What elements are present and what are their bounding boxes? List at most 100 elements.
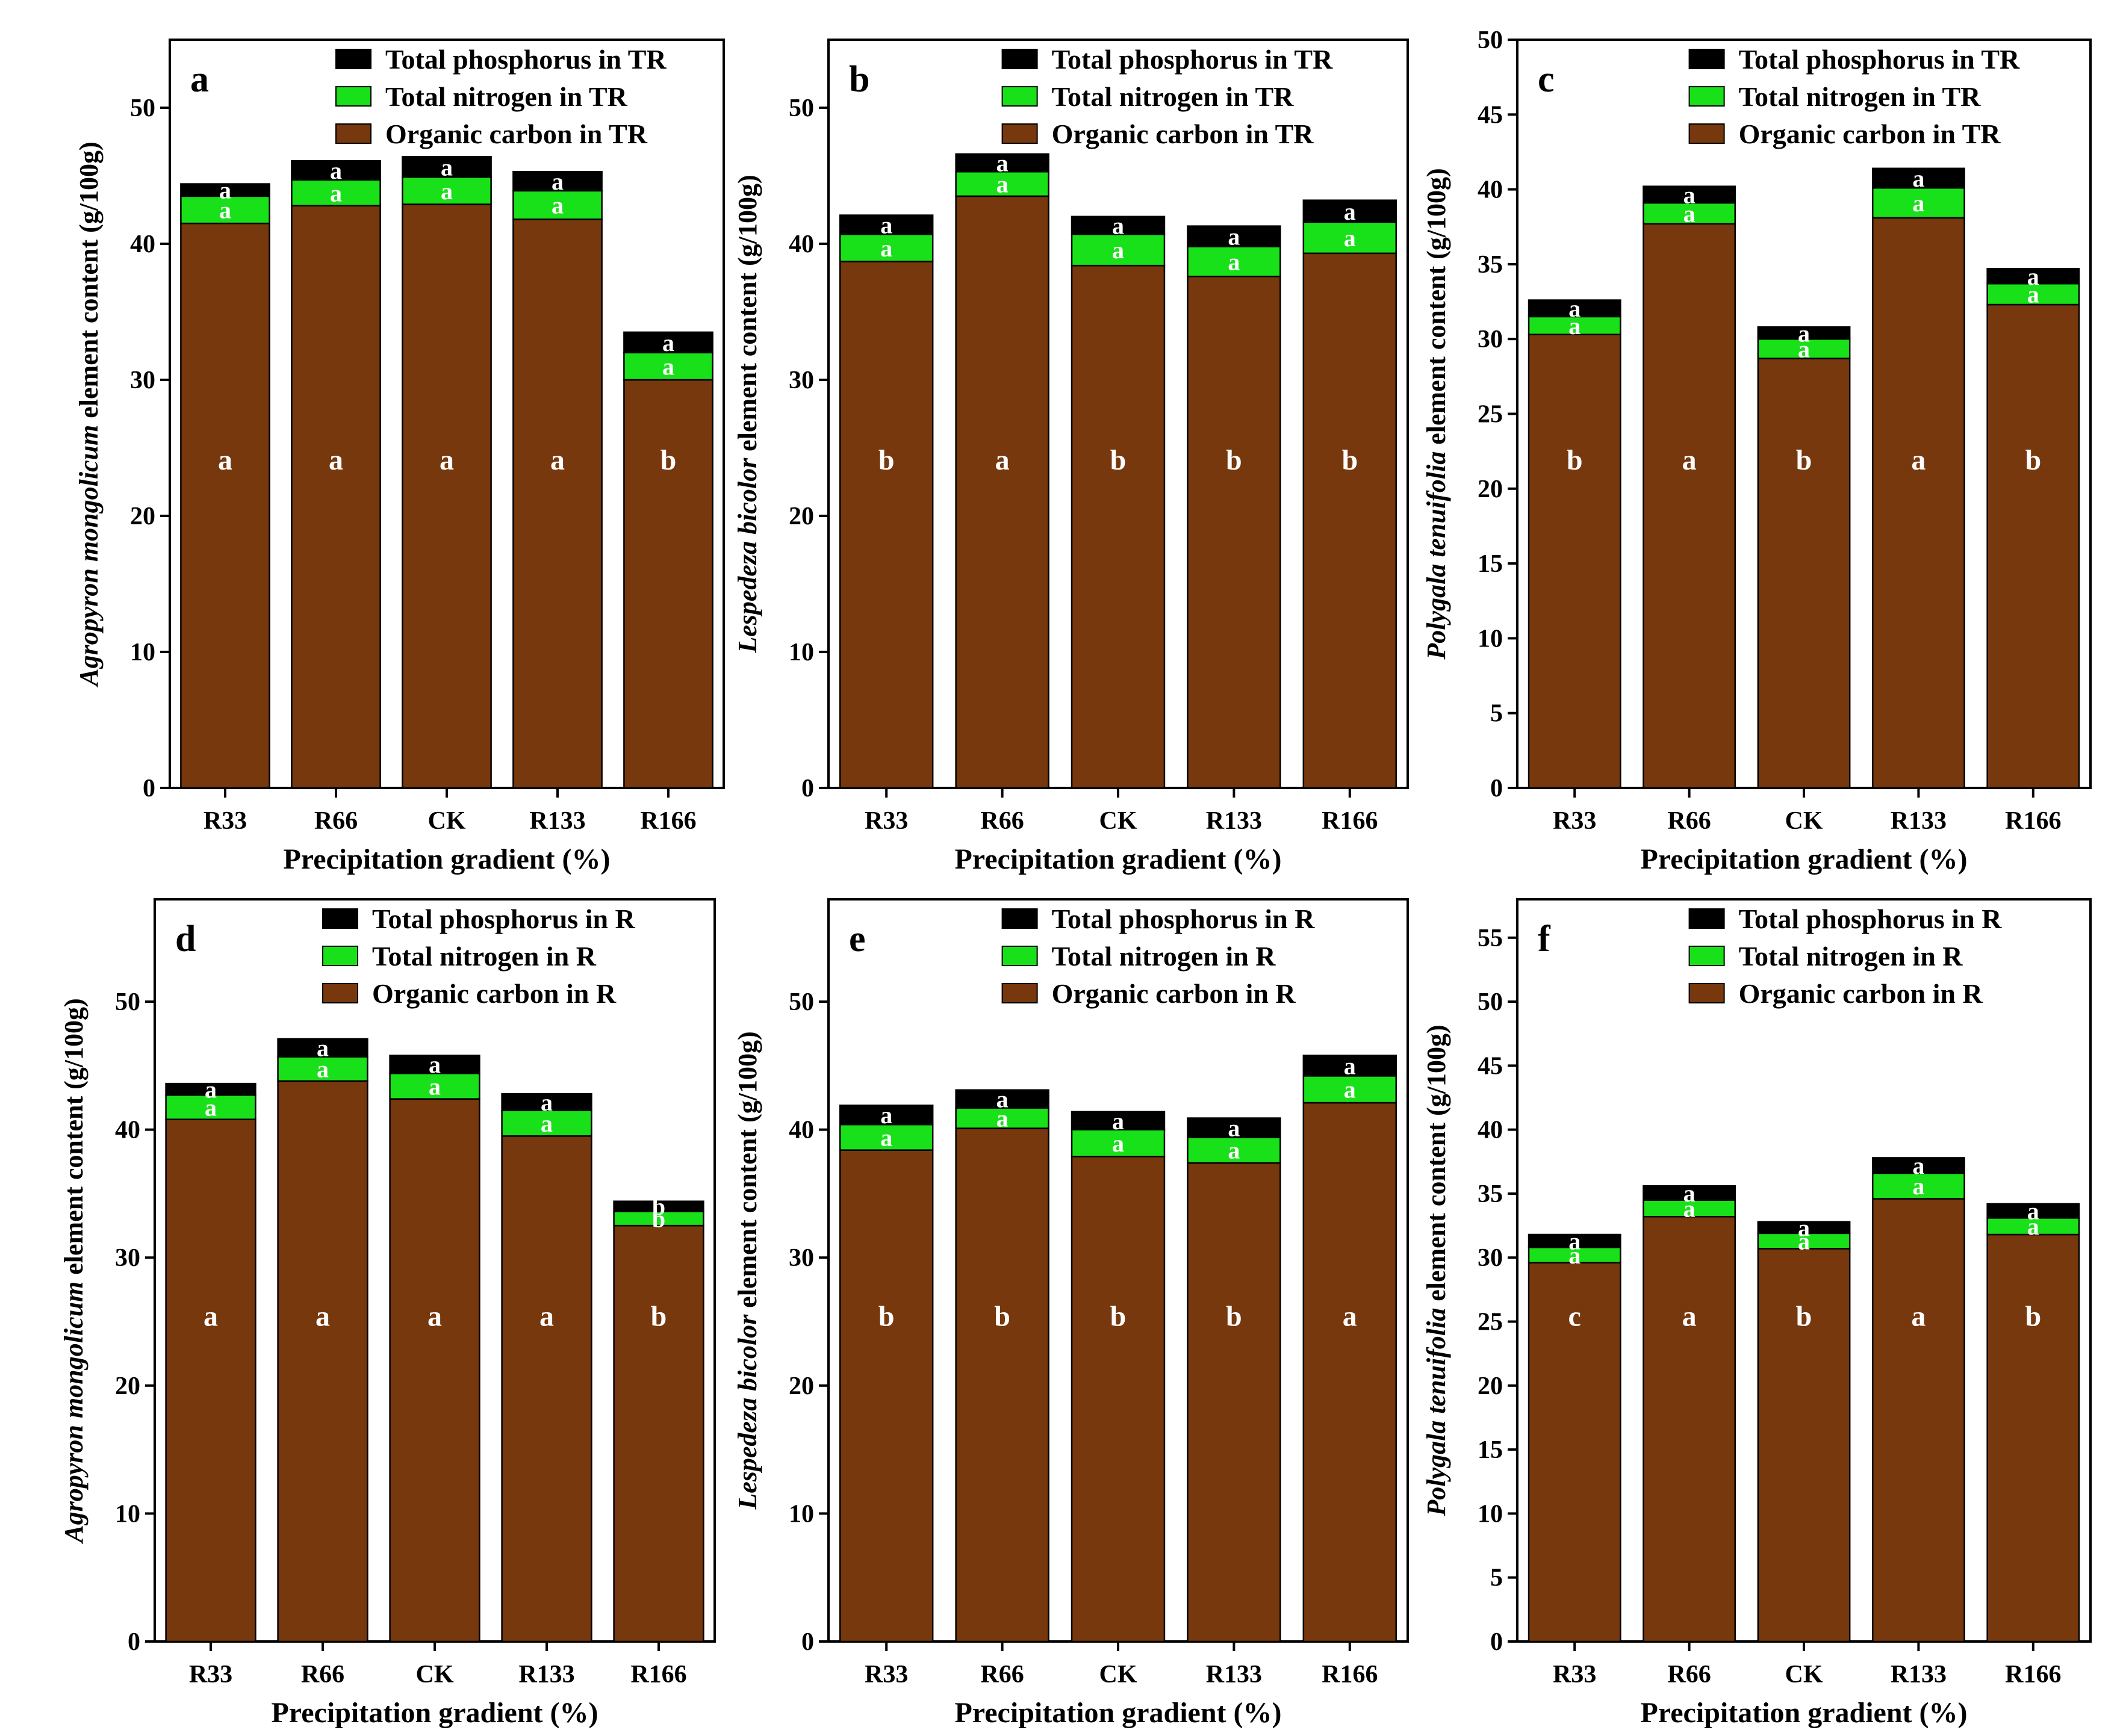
bar-organic-carbon — [839, 261, 934, 789]
legend-label: Total nitrogen in TR — [385, 81, 628, 112]
bar-total-nitrogen — [402, 176, 492, 205]
significance-letter: b — [878, 444, 895, 476]
legend-swatch-total-phosphorus — [335, 49, 371, 69]
significance-letter: a — [550, 444, 565, 476]
bar-total-phosphorus — [1528, 1233, 1621, 1248]
significance-letter: a — [1228, 248, 1240, 275]
y-tick-label: 40 — [789, 1117, 814, 1144]
panel-letter: d — [175, 919, 196, 959]
legend-swatch-organic-carbon — [1688, 123, 1725, 144]
bar-total-phosphorus — [839, 214, 934, 235]
bar-organic-carbon — [1986, 303, 2080, 789]
significance-letter: a — [1911, 444, 1926, 476]
bar-total-nitrogen — [1986, 282, 2080, 306]
bar-organic-carbon — [1757, 1248, 1851, 1643]
legend-label: Organic carbon in TR — [1739, 119, 2001, 149]
legend-swatch-total-nitrogen — [1001, 86, 1038, 107]
y-tick-label: 40 — [1478, 1117, 1503, 1144]
y-tick-label: 20 — [789, 1372, 814, 1400]
x-tick-label: R166 — [630, 1661, 686, 1688]
bar-total-nitrogen — [1187, 246, 1281, 277]
bar-total-nitrogen — [1757, 338, 1851, 359]
legend-label: Total phosphorus in R — [372, 904, 636, 934]
y-tick-label: 45 — [1478, 1052, 1503, 1080]
y-tick-label: 20 — [130, 503, 155, 530]
significance-letter: a — [552, 192, 564, 219]
y-tick-label: 50 — [115, 988, 140, 1016]
chart-panel-c: 05101520253035404550baaR33aaaR66baaCKaaa… — [1422, 26, 2092, 875]
chart-panel-d: 01020304050aaaR33aaaR66aaaCKaaaR133bbbR1… — [59, 898, 716, 1729]
y-axis-label: Lespedeza bicolor element content (g/100… — [733, 1031, 762, 1510]
bar-total-nitrogen — [955, 170, 1049, 197]
legend-label: Organic carbon in R — [1052, 978, 1296, 1009]
significance-letter: a — [1112, 212, 1124, 239]
significance-letter: a — [218, 444, 232, 476]
x-axis-label: Precipitation gradient (%) — [1640, 843, 1967, 875]
significance-letter: a — [996, 1086, 1009, 1113]
significance-letter: a — [1228, 1137, 1240, 1164]
significance-letter: c — [1568, 1300, 1581, 1332]
y-tick-label: 10 — [1478, 625, 1503, 653]
significance-letter: a — [1683, 1180, 1696, 1207]
x-tick-label: R33 — [865, 1661, 908, 1688]
legend-swatch-total-phosphorus — [1688, 908, 1725, 929]
significance-letter: b — [1226, 1300, 1242, 1332]
bar-total-phosphorus — [180, 183, 270, 197]
significance-letter: a — [330, 157, 342, 184]
significance-letter: a — [219, 197, 231, 224]
bar-organic-carbon — [1986, 1233, 2080, 1643]
x-tick-label: CK — [1099, 1661, 1137, 1688]
bar-organic-carbon — [1757, 358, 1851, 789]
significance-letter: a — [2027, 1198, 2039, 1225]
bar-organic-carbon — [1643, 1215, 1736, 1643]
y-axis-label: Polygala tenuifolia element content (g/1… — [1422, 1025, 1451, 1516]
y-tick-label: 50 — [789, 988, 814, 1016]
legend-swatch-organic-carbon — [1688, 983, 1725, 1003]
significance-letter: a — [440, 444, 454, 476]
significance-letter: b — [878, 1300, 895, 1332]
bar-total-nitrogen — [501, 1109, 592, 1137]
significance-letter: a — [996, 150, 1009, 177]
bar-total-nitrogen — [955, 1107, 1049, 1129]
legend-label: Organic carbon in R — [1739, 978, 1983, 1009]
significance-letter: b — [1226, 444, 1242, 476]
chart-panel-f: 0510152025303540455055caaR33aaaR66baaCKa… — [1422, 898, 2092, 1729]
bar-organic-carbon — [1302, 1102, 1397, 1643]
legend-swatch-total-nitrogen — [1688, 86, 1725, 107]
bar-total-phosphorus — [1528, 299, 1621, 318]
y-tick-label: 15 — [1478, 550, 1503, 578]
bar-total-nitrogen — [1187, 1136, 1281, 1164]
x-axis-label: Precipitation gradient (%) — [283, 843, 610, 875]
bar-organic-carbon — [165, 1118, 256, 1643]
y-axis-species: Agropyron mongolicum — [74, 425, 104, 688]
legend-swatch-organic-carbon — [1001, 983, 1038, 1003]
significance-letter: b — [661, 444, 677, 476]
bar-total-phosphorus — [955, 153, 1049, 173]
bar-organic-carbon — [1871, 1198, 1965, 1643]
significance-letter: a — [1568, 1228, 1581, 1255]
significance-letter: a — [427, 1300, 442, 1332]
significance-letter: a — [1228, 223, 1240, 250]
bar-total-phosphorus — [402, 156, 492, 178]
y-tick-label: 5 — [1490, 700, 1503, 728]
significance-letter: a — [441, 178, 453, 205]
legend-label: Total nitrogen in TR — [1052, 81, 1295, 112]
significance-letter: b — [994, 1300, 1010, 1332]
y-axis-label: Lespedeza bicolor element content (g/100… — [733, 175, 762, 653]
x-tick-label: R33 — [1553, 807, 1596, 835]
panel-letter: b — [849, 59, 869, 100]
x-tick-label: R66 — [1667, 807, 1711, 835]
significance-letter: a — [2027, 281, 2039, 308]
x-tick-label: R166 — [1322, 1661, 1378, 1688]
significance-letter: a — [1683, 1195, 1696, 1222]
x-tick-label: R133 — [1891, 807, 1947, 835]
x-tick-label: R133 — [1891, 1661, 1947, 1688]
bar-total-phosphorus — [1871, 1157, 1965, 1174]
bar-organic-carbon — [389, 1098, 480, 1643]
y-tick-label: 30 — [789, 1244, 814, 1272]
significance-letter: a — [1344, 1076, 1356, 1103]
y-tick-label: 20 — [1478, 476, 1503, 503]
significance-letter: a — [541, 1089, 553, 1116]
x-tick-label: R66 — [1667, 1661, 1711, 1688]
significance-letter: a — [2027, 1213, 2039, 1240]
